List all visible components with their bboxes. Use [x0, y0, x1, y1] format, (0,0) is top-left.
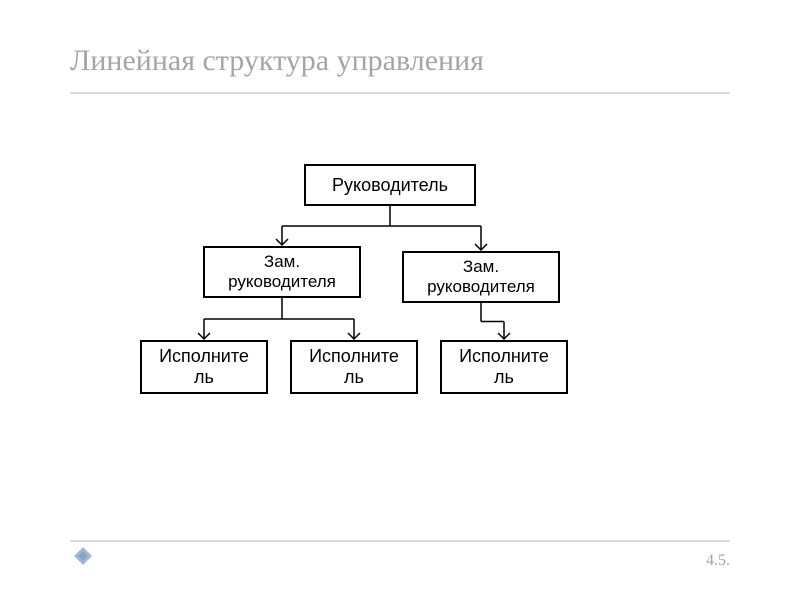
slide: Линейная структура управления Руководите…	[0, 0, 800, 600]
footer-underline	[70, 540, 730, 542]
footer-decor-icon	[70, 543, 96, 574]
slide-number: 4.5.	[706, 552, 730, 570]
org-node-ex2: Исполнитель	[290, 340, 418, 394]
org-node-ex3: Исполнитель	[440, 340, 568, 394]
org-node-root: Руководитель	[304, 164, 476, 206]
title-underline	[70, 92, 730, 94]
org-node-ex1: Исполнитель	[140, 340, 268, 394]
diagram-connectors	[0, 0, 800, 600]
org-node-dep1: Зам.руководителя	[203, 246, 361, 298]
org-node-dep2: Зам.руководителя	[402, 251, 560, 303]
slide-title: Линейная структура управления	[70, 44, 484, 78]
